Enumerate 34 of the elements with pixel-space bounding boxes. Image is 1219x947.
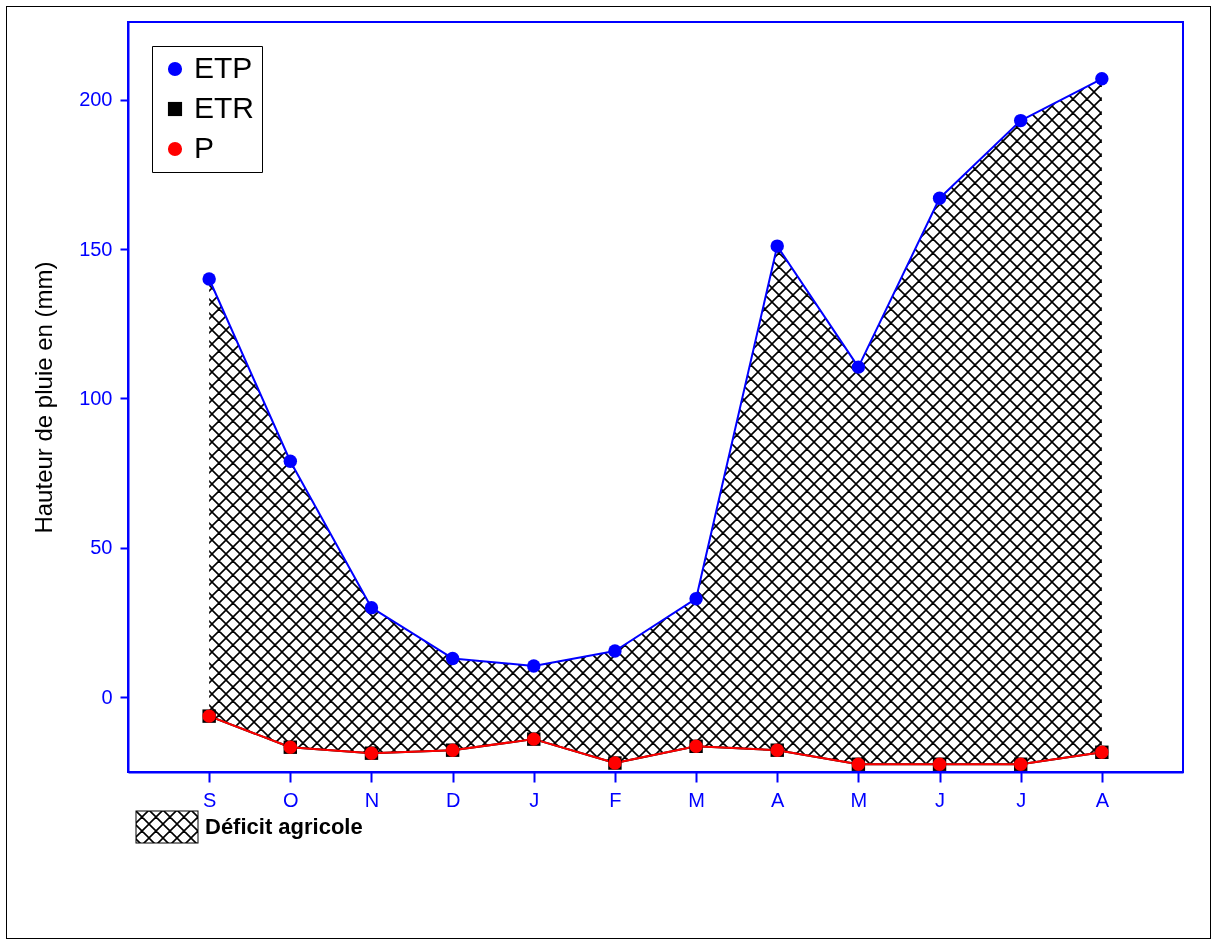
point xyxy=(770,239,784,253)
x-tick-label: J xyxy=(935,788,946,811)
x-tick-label: O xyxy=(283,788,299,811)
x-tick-label: J xyxy=(1016,788,1027,811)
point xyxy=(608,644,622,658)
x-tick-label: M xyxy=(688,788,705,811)
y-tick-label: 200 xyxy=(79,88,113,111)
x-tick-label: F xyxy=(609,788,622,811)
point xyxy=(364,600,379,615)
x-tick-label: A xyxy=(771,788,786,811)
x-tick-label: D xyxy=(445,788,461,811)
point xyxy=(445,651,460,666)
point xyxy=(202,272,216,286)
legend-label: P xyxy=(194,131,215,164)
legend-label: ETP xyxy=(194,51,253,84)
y-tick-label: 100 xyxy=(79,386,113,409)
point xyxy=(1013,113,1028,128)
y-tick-label: 50 xyxy=(90,536,113,559)
legend-label: ETR xyxy=(194,91,254,124)
y-tick-label: 0 xyxy=(101,685,113,708)
point xyxy=(283,454,298,468)
text: Déficit agricole xyxy=(205,814,363,840)
point xyxy=(851,360,866,374)
x-tick-label: A xyxy=(1095,788,1110,811)
point xyxy=(932,191,947,205)
y-axis-title: Hauteur de pluie en (mm) xyxy=(30,261,58,534)
x-tick-label: S xyxy=(202,788,217,811)
point xyxy=(689,592,703,606)
x-tick-label: N xyxy=(364,788,380,811)
point xyxy=(1095,72,1109,86)
point xyxy=(527,659,541,673)
x-tick-label: J xyxy=(529,788,540,811)
x-tick-label: M xyxy=(850,788,868,811)
y-tick-label: 150 xyxy=(79,237,113,260)
